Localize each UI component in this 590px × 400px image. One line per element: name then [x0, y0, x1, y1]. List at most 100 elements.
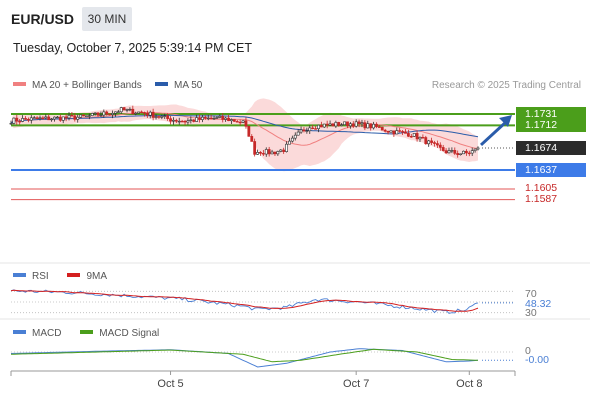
candle [50, 117, 54, 122]
candle [24, 116, 27, 120]
legend-item-ma50: MA 50 [155, 80, 202, 91]
instrument-title: EUR/USD [11, 11, 75, 27]
candle [369, 123, 373, 131]
candle [383, 128, 387, 133]
candle [253, 138, 257, 157]
macd-signal-swatch-icon [80, 330, 94, 335]
candle [166, 113, 170, 121]
candle [346, 121, 349, 129]
candle [363, 120, 367, 131]
candle [73, 113, 77, 122]
candle [56, 115, 59, 119]
legend-label: 9MA [86, 271, 108, 282]
candle [421, 134, 425, 139]
candle [395, 127, 399, 135]
candle [360, 119, 364, 128]
candle [206, 114, 210, 121]
macd-legend: MACD MACD Signal [13, 328, 159, 339]
candle [424, 135, 428, 145]
candle [131, 105, 135, 115]
candle [172, 117, 175, 125]
rsi-ma-line [10, 289, 479, 312]
candle [319, 121, 323, 128]
candle [386, 130, 390, 135]
candle [32, 115, 36, 119]
candle [85, 115, 88, 117]
candle [64, 113, 68, 122]
candle [392, 130, 396, 137]
candle [250, 134, 254, 142]
candle [47, 114, 51, 121]
candle [273, 151, 277, 157]
candle [380, 126, 384, 131]
candle [67, 112, 71, 121]
candle [212, 115, 216, 120]
candle [285, 141, 288, 153]
candle [314, 126, 317, 130]
candle [412, 133, 416, 137]
candle [357, 119, 361, 128]
candle [293, 132, 297, 141]
candle [116, 109, 120, 113]
candle [35, 116, 39, 120]
current-price-box: 1.1674 [516, 140, 586, 155]
candle [270, 149, 274, 155]
x-tick-label: Oct 8 [456, 378, 483, 390]
candle [398, 127, 402, 133]
support-label-1.1605: 1.1605 [525, 181, 558, 194]
candle [76, 114, 80, 123]
candle [174, 118, 178, 124]
candle [348, 122, 352, 129]
candle [264, 147, 268, 157]
candle [450, 147, 454, 154]
candle [38, 115, 42, 121]
candle [435, 140, 439, 148]
rsi-current-value: 48.32 [525, 298, 552, 310]
candle [409, 134, 413, 138]
candle [151, 108, 155, 121]
candle [227, 114, 230, 122]
candle [296, 129, 300, 136]
candle [114, 111, 117, 117]
candle [209, 114, 213, 120]
candle [192, 119, 196, 123]
candle [218, 114, 222, 119]
candle [44, 114, 48, 120]
candle [267, 146, 271, 157]
candle [203, 115, 207, 120]
candle [441, 144, 445, 152]
candle [87, 113, 91, 120]
candle [235, 119, 239, 123]
candle [438, 142, 442, 151]
candle [427, 139, 431, 147]
candle [160, 114, 164, 120]
x-tick-label: Oct 7 [343, 378, 370, 390]
macd-swatch-icon [13, 330, 26, 335]
candle [21, 115, 25, 123]
candle [325, 120, 329, 129]
candle [108, 113, 112, 116]
candle [317, 124, 320, 133]
candle [389, 130, 393, 133]
candle [340, 123, 344, 127]
candle [331, 123, 335, 127]
candle [122, 106, 126, 111]
candle [137, 111, 141, 114]
candle [302, 126, 306, 133]
candle [259, 151, 262, 156]
candle [111, 110, 114, 119]
candle [58, 114, 62, 122]
candle [244, 117, 248, 129]
candle [261, 149, 265, 157]
candle [140, 110, 143, 114]
level-box-1.1731: 1.1731 [516, 107, 586, 122]
candle [169, 116, 172, 125]
candle [15, 114, 19, 125]
candle [473, 148, 477, 153]
candle [467, 150, 471, 157]
candle [119, 106, 123, 114]
candle [53, 116, 56, 122]
candle [430, 137, 433, 146]
timeframe-button[interactable]: 30 MIN [82, 7, 132, 31]
